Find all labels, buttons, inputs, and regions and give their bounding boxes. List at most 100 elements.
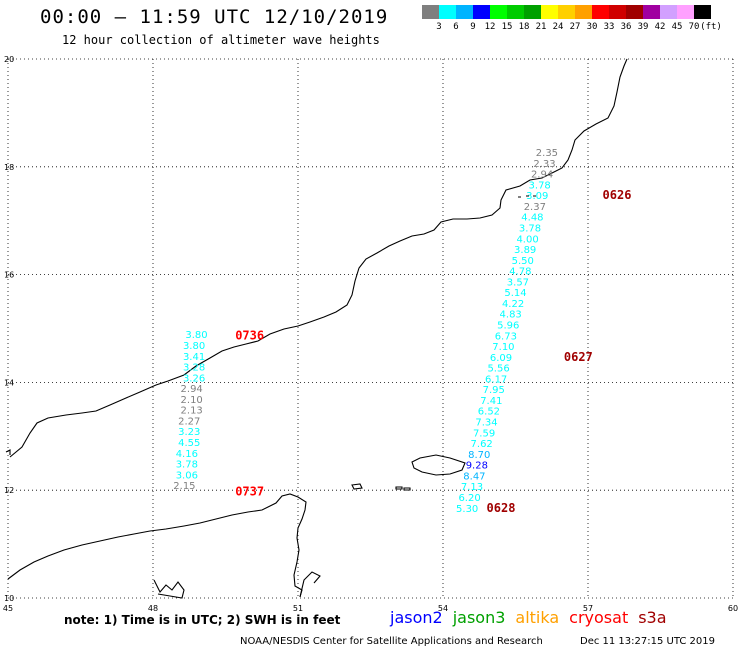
colorbar-swatch: [558, 5, 575, 19]
lon-label: 48: [148, 604, 158, 613]
swh-value: 7.41: [480, 396, 502, 407]
swh-value: 2.13: [181, 406, 203, 417]
colorbar-label: 70: [688, 22, 700, 32]
notes-text: note: 1) Time is in UTC; 2) SWH is in fe…: [64, 613, 341, 627]
swh-value: 5.96: [497, 321, 519, 332]
swh-value: 3.78: [529, 180, 551, 191]
swh-value: 9.28: [466, 461, 488, 472]
swh-value: 2.37: [524, 202, 546, 213]
pass-time-label: 0628: [487, 501, 516, 515]
colorbar-swatch: [575, 5, 592, 19]
colorbar-swatch: [524, 5, 541, 19]
colorbar-swatch: [541, 5, 558, 19]
swh-value: 3.28: [183, 363, 205, 374]
swh-value: 2.27: [178, 416, 200, 427]
swh-value: 3.41: [183, 352, 205, 363]
swh-value: 5.56: [487, 364, 509, 375]
swh-value: 4.00: [516, 234, 538, 245]
swh-value: 6.73: [495, 331, 517, 342]
somalia-coastline: [7, 493, 307, 598]
socotra-island: [411, 454, 466, 476]
swh-value: 3.80: [183, 341, 205, 352]
swh-value: 7.34: [475, 418, 497, 429]
colorbar-label: 21: [535, 22, 547, 32]
lat-label: 16: [4, 271, 14, 280]
colorbar-label: 39: [637, 22, 649, 32]
colorbar-label: 27: [569, 22, 581, 32]
swh-value: 3.78: [519, 223, 541, 234]
colorbar-swatch: [643, 5, 660, 19]
lon-label: 60: [728, 604, 738, 613]
arabia-coastline: [9, 58, 628, 458]
colorbar-swatch: [677, 5, 694, 19]
colorbar-label: 9: [470, 22, 476, 32]
islet-1: [351, 483, 363, 490]
swh-value: 8.70: [468, 450, 490, 461]
colorbar-swatch: [473, 5, 490, 19]
legend-s3a: s3a: [638, 608, 667, 627]
swh-value: 3.80: [185, 330, 207, 341]
swh-value: 7.95: [483, 385, 505, 396]
islet-2: [395, 486, 403, 490]
swh-value: 3.26: [183, 373, 205, 384]
colorbar-label: 3: [436, 22, 442, 32]
swh-value: 3.09: [526, 191, 548, 202]
pass-time-label: 0736: [235, 328, 264, 342]
swh-value: 6.17: [485, 374, 507, 385]
lon-label: 45: [3, 604, 13, 613]
colorbar-label: (ft): [700, 22, 722, 32]
swh-value: 2.10: [181, 395, 203, 406]
somalia-cape: [299, 571, 321, 598]
lat-label: 18: [4, 163, 14, 172]
swh-value: 5.50: [512, 256, 534, 267]
colorbar-swatch: [507, 5, 524, 19]
swh-value: 3.89: [514, 245, 536, 256]
lat-label: 10: [4, 594, 14, 603]
colorbar-swatch: [592, 5, 609, 19]
generated-timestamp: Dec 11 13:27:15 UTC 2019: [580, 636, 715, 647]
map-title: 00:00 – 11:59 UTC 12/10/2019: [40, 6, 389, 28]
pass-time-label: 0737: [235, 485, 264, 499]
lat-label: 20: [4, 55, 14, 64]
legend-cryosat: cryosat: [569, 608, 629, 627]
swh-value: 7.13: [461, 482, 483, 493]
coastline: [5, 58, 628, 599]
time-labels: 0736 0737 0626 0627 0628: [235, 188, 631, 515]
colorbar-label: 30: [586, 22, 598, 32]
lat-label: 12: [4, 486, 14, 495]
swh-value: 7.62: [471, 439, 493, 450]
swh-value: 7.59: [473, 428, 495, 439]
lon-label: 54: [438, 604, 448, 613]
swh-value: 4.22: [502, 299, 524, 310]
legend-jason3: jason3: [452, 608, 506, 627]
lon-label: 57: [583, 604, 593, 613]
swh-values: 3.803.803.413.283.262.942.102.132.273.23…: [173, 148, 558, 515]
colorbar-swatch: [422, 5, 439, 19]
swh-value: 4.55: [178, 438, 200, 449]
swh-value: 2.94: [181, 384, 203, 395]
map-grid: [7, 58, 734, 599]
swh-value: 6.09: [490, 353, 512, 364]
legend-jason2: jason2: [390, 608, 443, 627]
swh-value: 4.48: [521, 213, 543, 224]
swh-value: 8.47: [463, 471, 485, 482]
colorbar-label: 45: [671, 22, 683, 32]
colorbar-label: 15: [501, 22, 513, 32]
legend-altika: altika: [515, 608, 560, 627]
colorbar-swatch: [439, 5, 456, 19]
colorbar-label: 36: [620, 22, 632, 32]
coast-marker: [5, 449, 11, 455]
colorbar-swatch: [456, 5, 473, 19]
swh-value: 2.35: [536, 148, 558, 159]
swh-value: 5.14: [504, 288, 526, 299]
kuria-muria-islands: [518, 195, 536, 198]
swh-value: 6.20: [458, 493, 480, 504]
axis-labels: 45 48 51 54 57 60 20 18 16 14 12 10: [3, 55, 738, 613]
swh-value: 2.94: [531, 170, 553, 181]
pass-time-label: 0627: [564, 350, 593, 364]
colorbar-label: 18: [518, 22, 530, 32]
swh-value: 3.78: [176, 460, 198, 471]
swh-value: 4.16: [176, 449, 198, 460]
colorbar-swatch: [694, 5, 711, 19]
